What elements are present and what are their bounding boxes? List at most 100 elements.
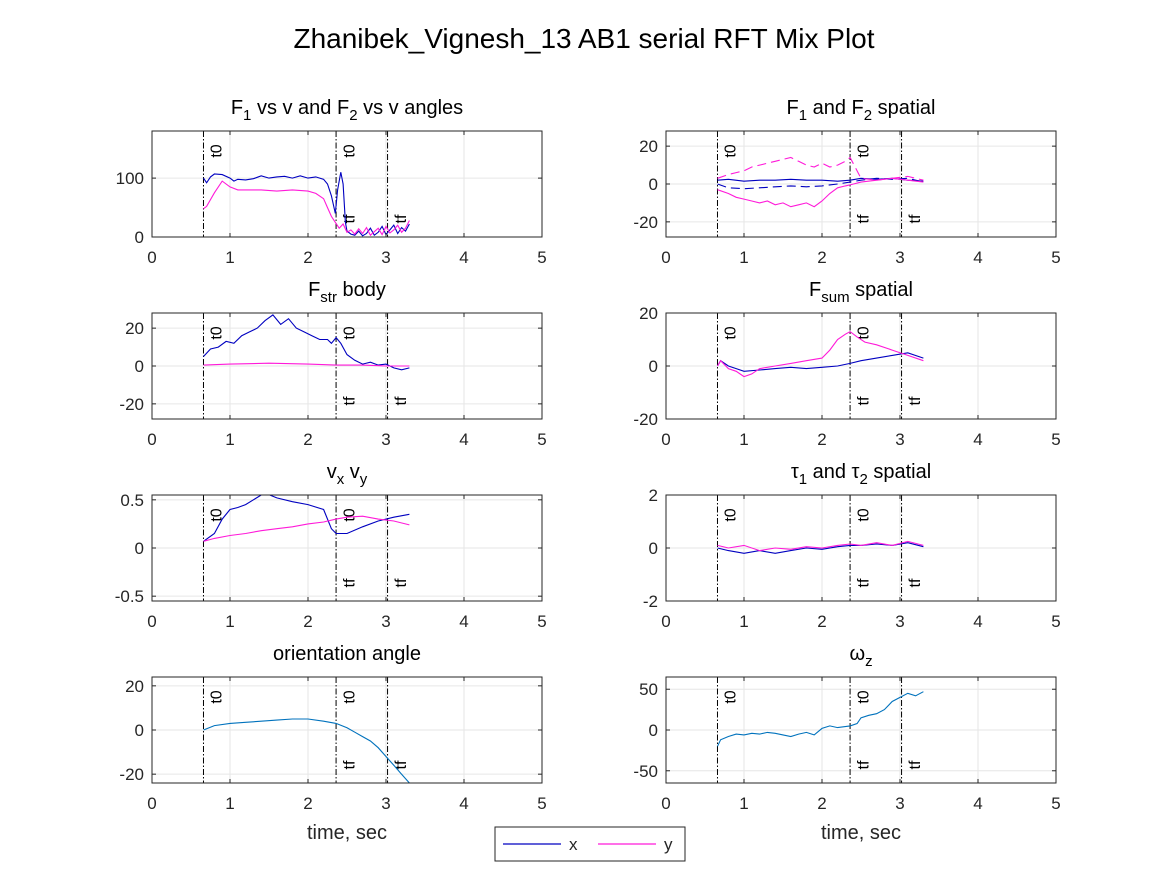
event-marker-label: tf [341, 396, 358, 405]
y-tick-label: 20 [125, 319, 144, 338]
event-marker-label: tf [393, 578, 410, 587]
subplot-title: F1 vs v and F2 vs v angles [231, 97, 463, 124]
series-line-y [717, 177, 924, 208]
x-tick-label: 1 [739, 248, 748, 267]
x-tick-label: 1 [739, 612, 748, 631]
y-tick-label: 100 [116, 169, 144, 188]
y-tick-label: -20 [633, 410, 658, 429]
figure-title: Zhanibek_Vignesh_13 AB1 serial RFT Mix P… [293, 23, 874, 54]
event-marker-label: t0 [855, 508, 872, 521]
event-marker-label: tf [907, 396, 924, 405]
series-line-x [203, 314, 410, 371]
x-tick-label: 0 [147, 430, 156, 449]
y-tick-label: 50 [639, 680, 658, 699]
x-tick-label: 4 [459, 248, 468, 267]
legend-label-x: x [569, 835, 578, 854]
x-tick-label: 3 [381, 430, 390, 449]
event-marker-label: t0 [855, 144, 872, 157]
x-tick-label: 1 [225, 248, 234, 267]
x-tick-label: 5 [1051, 794, 1060, 813]
x-tick-label: 3 [895, 248, 904, 267]
x-tick-label: 4 [459, 612, 468, 631]
event-marker-label: t0 [723, 508, 740, 521]
y-tick-label: 20 [639, 137, 658, 156]
subplot-title: F1 and F2 spatial [787, 97, 936, 124]
event-marker-label: t0 [209, 508, 226, 521]
x-tick-label: 1 [739, 794, 748, 813]
event-marker-label: tf [855, 214, 872, 223]
x-tick-label: 5 [537, 248, 546, 267]
x-tick-label: 0 [661, 430, 670, 449]
x-tick-label: 2 [303, 794, 312, 813]
series-line-y [203, 515, 410, 542]
x-tick-label: 4 [459, 794, 468, 813]
event-marker-label: tf [393, 396, 410, 405]
y-tick-label: 0 [135, 539, 144, 558]
x-tick-label: 3 [381, 612, 390, 631]
x-tick-label: 5 [1051, 430, 1060, 449]
y-tick-label: 0 [649, 721, 658, 740]
x-tick-label: 4 [973, 612, 982, 631]
event-marker-label: tf [855, 578, 872, 587]
y-tick-label: 0 [649, 539, 658, 558]
x-tick-label: 0 [661, 794, 670, 813]
y-tick-label: 0.5 [120, 491, 144, 510]
series-line-x [203, 495, 410, 542]
x-tick-label: 4 [973, 794, 982, 813]
x-tick-label: 4 [459, 430, 468, 449]
series-line-x [203, 172, 410, 237]
legend-label-y: y [664, 835, 673, 854]
axes-frame [151, 130, 543, 238]
subplot-title: τ1 and τ2 spatial [791, 461, 931, 488]
x-tick-label: 5 [1051, 612, 1060, 631]
x-tick-label: 1 [225, 430, 234, 449]
y-tick-label: 0 [649, 175, 658, 194]
x-tick-label: 5 [537, 430, 546, 449]
y-tick-label: -20 [119, 395, 144, 414]
event-marker-label: t0 [341, 690, 358, 703]
x-tick-label: 5 [1051, 248, 1060, 267]
subplot-title: Fsum spatial [809, 279, 913, 306]
subplot-title: orientation angle [273, 643, 421, 665]
x-tick-label: 2 [303, 430, 312, 449]
y-tick-label: 0 [135, 357, 144, 376]
event-marker-label: t0 [341, 144, 358, 157]
event-marker-label: tf [341, 760, 358, 769]
event-marker-label: t0 [209, 144, 226, 157]
series-line-single [717, 691, 924, 747]
y-tick-label: 0 [649, 357, 658, 376]
x-tick-label: 2 [817, 248, 826, 267]
y-tick-label: -50 [633, 762, 658, 781]
y-tick-label: 20 [125, 677, 144, 696]
event-marker-label: tf [393, 760, 410, 769]
subplot-title: Fstr body [308, 279, 386, 306]
y-tick-label: 0 [135, 721, 144, 740]
x-axis-label: time, sec [821, 822, 901, 844]
event-marker-label: tf [341, 214, 358, 223]
series-line-x [717, 352, 924, 372]
subplot-1: t0 t0 tf tf 0 1 2 3 4 5 0 100 F1 vs v and F2 vs v an… [116, 97, 547, 267]
event-marker-label: tf [393, 214, 410, 223]
event-marker-label: tf [907, 760, 924, 769]
x-tick-label: 0 [147, 612, 156, 631]
x-tick-label: 3 [895, 794, 904, 813]
x-tick-label: 2 [817, 612, 826, 631]
event-marker-label: t0 [723, 144, 740, 157]
event-marker-label: tf [907, 214, 924, 223]
x-axis-label: time, sec [307, 822, 387, 844]
series-line-y [717, 540, 924, 552]
x-tick-label: 5 [537, 794, 546, 813]
subplot-title: vx vy [327, 461, 368, 488]
x-tick-label: 3 [381, 248, 390, 267]
x-tick-label: 5 [537, 612, 546, 631]
x-tick-label: 1 [225, 794, 234, 813]
x-tick-label: 4 [973, 248, 982, 267]
plot-area [152, 131, 542, 237]
event-marker-label: t0 [209, 690, 226, 703]
